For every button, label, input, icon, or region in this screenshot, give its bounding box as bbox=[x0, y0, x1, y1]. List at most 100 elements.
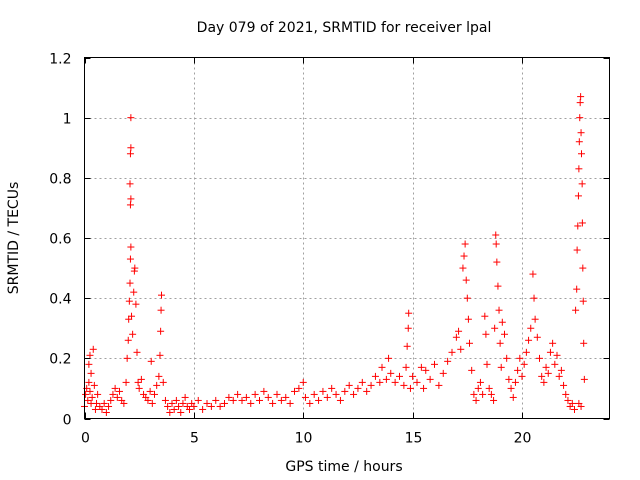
data-point bbox=[533, 333, 541, 341]
data-point bbox=[448, 348, 456, 356]
data-point bbox=[514, 366, 522, 374]
data-point bbox=[135, 384, 143, 392]
data-point bbox=[396, 372, 403, 380]
data-point bbox=[463, 294, 471, 302]
data-point bbox=[125, 315, 133, 323]
data-point bbox=[485, 384, 493, 392]
data-point bbox=[286, 399, 294, 407]
data-point bbox=[520, 360, 528, 368]
data-point bbox=[295, 384, 303, 392]
data-point bbox=[203, 399, 211, 407]
data-point bbox=[574, 192, 582, 200]
data-point bbox=[84, 396, 92, 404]
data-point bbox=[127, 144, 135, 152]
data-point bbox=[127, 243, 135, 251]
data-point bbox=[530, 294, 538, 302]
data-point bbox=[127, 114, 135, 122]
axis-ticks bbox=[84, 57, 610, 420]
data-point bbox=[129, 330, 137, 338]
data-point bbox=[125, 297, 133, 305]
data-point bbox=[577, 93, 585, 101]
data-point bbox=[88, 393, 96, 401]
data-point bbox=[166, 408, 174, 416]
data-point bbox=[575, 165, 583, 173]
x-tick-label: 15 bbox=[405, 431, 423, 447]
data-point bbox=[578, 150, 585, 158]
data-point bbox=[89, 345, 97, 353]
data-point bbox=[212, 396, 220, 404]
data-point bbox=[242, 393, 250, 401]
data-point bbox=[332, 390, 340, 398]
data-point bbox=[260, 387, 268, 395]
data-point bbox=[578, 180, 586, 188]
data-point bbox=[291, 387, 298, 395]
data-point bbox=[105, 402, 113, 410]
y-tick-labels: 0 0.2 0.4 0.6 0.8 1 1.2 bbox=[49, 52, 71, 429]
data-point bbox=[170, 405, 178, 413]
data-point bbox=[199, 405, 207, 413]
data-point bbox=[578, 219, 586, 227]
data-point bbox=[107, 396, 115, 404]
data-point bbox=[466, 339, 473, 347]
data-point bbox=[555, 372, 563, 380]
data-point bbox=[522, 348, 530, 356]
data-point bbox=[126, 201, 134, 209]
data-point bbox=[350, 390, 358, 398]
data-point bbox=[557, 366, 565, 374]
data-point bbox=[516, 354, 524, 362]
data-point bbox=[128, 312, 136, 320]
data-point bbox=[435, 381, 443, 389]
data-point bbox=[495, 306, 503, 314]
data-point bbox=[186, 405, 193, 413]
data-point bbox=[413, 378, 421, 386]
data-point bbox=[175, 402, 183, 410]
data-point bbox=[126, 180, 134, 188]
data-point bbox=[422, 366, 430, 374]
data-point bbox=[179, 399, 187, 407]
data-point bbox=[564, 396, 572, 404]
data-point bbox=[518, 372, 526, 380]
data-point bbox=[444, 357, 452, 365]
data-point bbox=[319, 387, 327, 395]
data-point bbox=[301, 393, 309, 401]
data-point bbox=[336, 396, 344, 404]
data-point bbox=[207, 402, 215, 410]
data-point bbox=[168, 399, 176, 407]
data-point bbox=[123, 354, 131, 362]
data-point bbox=[111, 384, 119, 392]
data-point bbox=[527, 324, 535, 332]
data-point bbox=[85, 360, 93, 368]
data-point bbox=[573, 285, 581, 293]
y-tick-label: 0.2 bbox=[49, 352, 71, 368]
y-tick-label: 1.2 bbox=[49, 52, 71, 68]
data-point bbox=[376, 378, 384, 386]
data-point bbox=[86, 387, 94, 395]
data-point bbox=[124, 336, 132, 344]
data-point bbox=[247, 399, 255, 407]
x-axis-label: GPS time / hours bbox=[285, 459, 402, 475]
data-point bbox=[474, 384, 482, 392]
data-point bbox=[501, 330, 508, 338]
data-point bbox=[378, 363, 386, 371]
data-point bbox=[452, 333, 460, 341]
data-point bbox=[221, 399, 228, 407]
data-point bbox=[164, 402, 172, 410]
data-points bbox=[81, 93, 588, 416]
data-point bbox=[148, 399, 156, 407]
data-point bbox=[98, 405, 106, 413]
data-point bbox=[579, 264, 587, 272]
data-point bbox=[403, 342, 411, 350]
data-point bbox=[387, 369, 395, 377]
data-point bbox=[492, 240, 500, 248]
data-point bbox=[573, 246, 581, 254]
data-point bbox=[282, 393, 290, 401]
data-point bbox=[194, 396, 202, 404]
data-point bbox=[391, 378, 399, 386]
data-point bbox=[576, 99, 584, 107]
data-point bbox=[580, 339, 588, 347]
data-point bbox=[402, 363, 410, 371]
data-point bbox=[126, 150, 134, 158]
data-point bbox=[367, 381, 375, 389]
y-tick-label: 0.8 bbox=[49, 172, 71, 188]
